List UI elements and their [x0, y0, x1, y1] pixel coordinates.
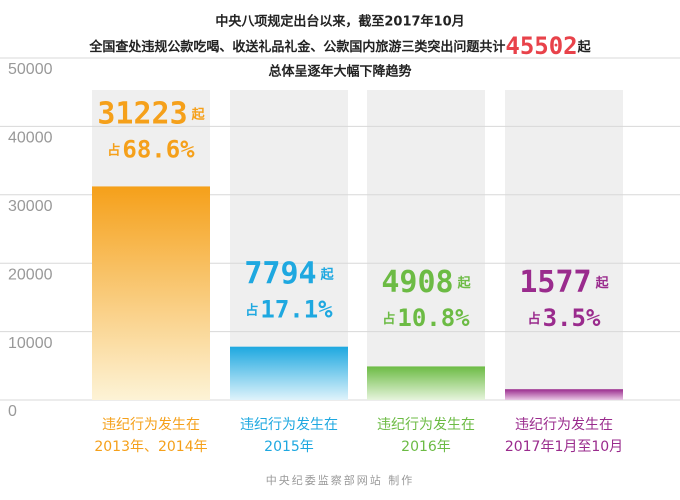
- value-label: 1577: [519, 265, 591, 300]
- share-label: 68.6%: [122, 135, 195, 163]
- bar: [230, 346, 348, 400]
- x-tick-label: 违纪行为发生在: [240, 417, 338, 433]
- value-label: 4908: [381, 265, 453, 300]
- share-label: 17.1%: [260, 296, 333, 324]
- x-tick-label: 违纪行为发生在: [102, 417, 200, 433]
- subtitle-unit: 起: [577, 39, 592, 55]
- x-tick-label: 违纪行为发生在: [515, 417, 613, 433]
- x-tick-label: 2015年: [264, 439, 314, 455]
- share-prefix: 占: [245, 302, 258, 318]
- value-label-group: 31223 起: [97, 96, 205, 131]
- share-label-group: 占68.6%: [107, 135, 195, 163]
- subtitle-total: 45502: [505, 32, 577, 60]
- value-unit: 起: [595, 275, 610, 291]
- share-prefix: 占: [107, 142, 120, 158]
- y-tick-label: 40000: [8, 130, 53, 147]
- share-prefix: 占: [528, 311, 541, 327]
- y-tick-label: 50000: [8, 61, 53, 78]
- y-tick-label: 0: [8, 403, 17, 420]
- value-unit: 起: [191, 106, 206, 122]
- share-label-group: 占3.5%: [528, 304, 601, 332]
- x-tick-label: 2016年: [401, 439, 451, 455]
- share-label: 10.8%: [397, 304, 470, 332]
- y-tick-label: 30000: [8, 198, 53, 215]
- value-unit: 起: [457, 275, 472, 291]
- column-background: [367, 90, 485, 400]
- footer: 中央纪委监察部网站 制作: [266, 473, 415, 487]
- bar: [92, 186, 210, 400]
- chart-subtitle: 总体呈逐年大幅下降趋势: [268, 64, 411, 80]
- share-label-group: 占17.1%: [245, 296, 333, 324]
- value-label-group: 1577 起: [519, 265, 609, 300]
- x-tick-label: 2013年、2014年: [94, 439, 207, 455]
- share-label-group: 占10.8%: [382, 304, 470, 332]
- chart-subtitle: 全国查处违规公款吃喝、收送礼品礼金、公款国内旅游三类突出问题共计45502起: [88, 32, 591, 60]
- subtitle-text: 全国查处违规公款吃喝、收送礼品礼金、公款国内旅游三类突出问题共计: [88, 39, 505, 55]
- value-label: 7794: [244, 256, 316, 291]
- column-background: [505, 90, 623, 400]
- value-unit: 起: [320, 266, 335, 282]
- share-label: 3.5%: [543, 304, 601, 332]
- y-tick-label: 10000: [8, 335, 53, 352]
- bar: [505, 389, 623, 400]
- value-label-group: 7794 起: [244, 256, 334, 291]
- bar: [367, 366, 485, 400]
- share-prefix: 占: [382, 311, 395, 327]
- value-label-group: 4908 起: [381, 265, 471, 300]
- y-tick-label: 20000: [8, 266, 53, 283]
- x-tick-label: 违纪行为发生在: [377, 417, 475, 433]
- chart-title: 中央八项规定出台以来，截至2017年10月: [215, 14, 464, 30]
- value-label: 31223: [97, 96, 187, 131]
- x-tick-label: 2017年1月至10月: [505, 439, 623, 455]
